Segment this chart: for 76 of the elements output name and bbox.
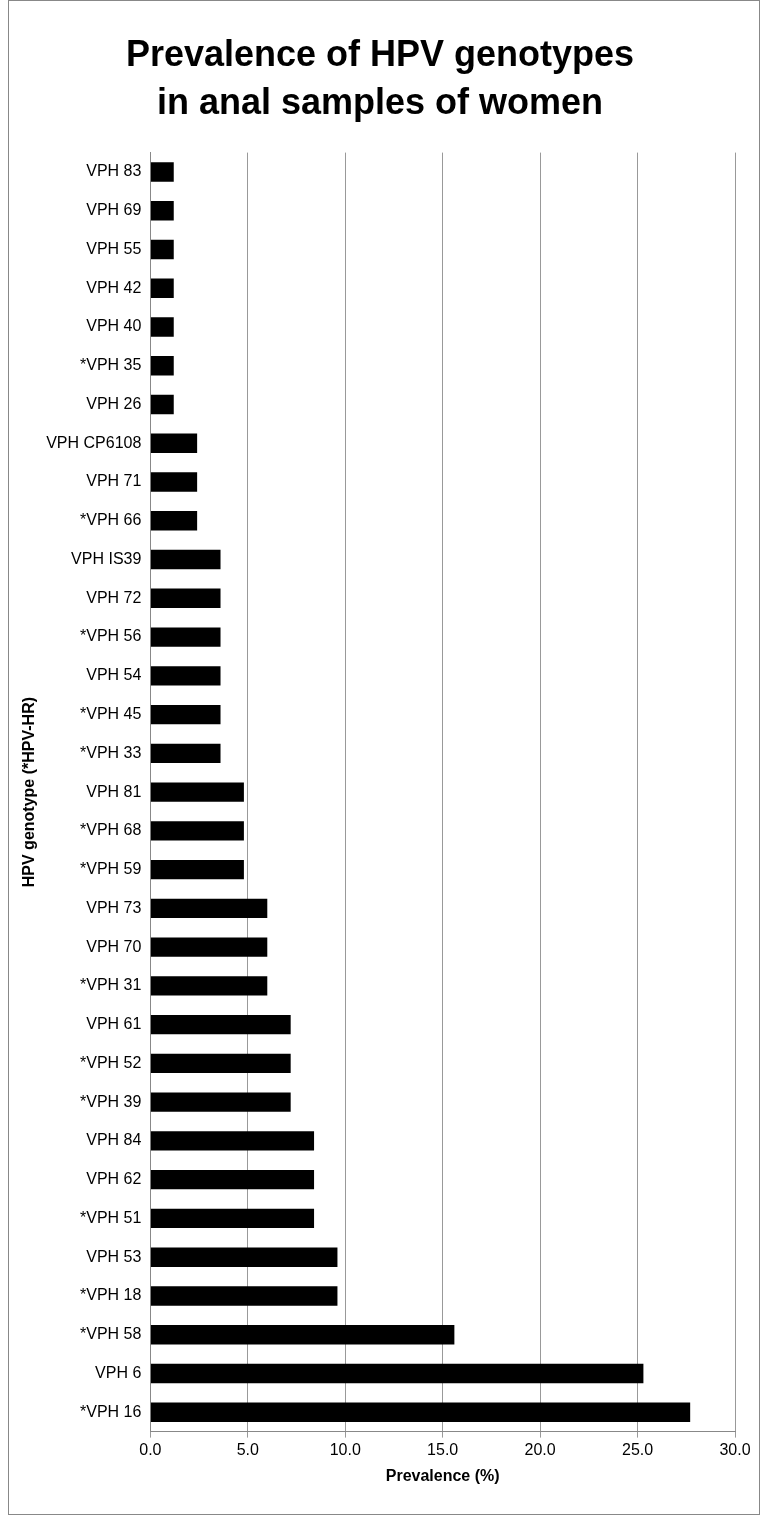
bar <box>150 898 268 919</box>
y-tick-label: VPH 83 <box>86 162 142 180</box>
y-tick-label: VPH 81 <box>86 782 142 800</box>
y-tick-label: VPH 55 <box>86 239 142 257</box>
y-tick-label: VPH 40 <box>86 317 142 335</box>
bar <box>150 976 268 996</box>
y-axis-title: HPV genotype (*HPV-HR) <box>20 696 38 888</box>
y-tick-label: VPH 72 <box>86 588 142 606</box>
bar <box>150 1363 644 1384</box>
bar <box>150 1169 315 1190</box>
y-tick-label: *VPH 51 <box>79 1208 142 1226</box>
y-tick-label: *VPH 66 <box>79 511 142 529</box>
y-tick-label: VPH 42 <box>86 278 142 296</box>
bar <box>150 1131 315 1151</box>
y-tick-label: *VPH 68 <box>79 821 142 839</box>
x-axis-title: Prevalence (%) <box>385 1466 500 1484</box>
y-tick-label: VPH 69 <box>86 201 142 219</box>
y-tick-label: *VPH 45 <box>79 704 142 722</box>
x-tick-label: 20.0 <box>524 1440 556 1458</box>
y-tick-label: *VPH 18 <box>79 1286 142 1304</box>
y-tick-label: *VPH 16 <box>79 1402 142 1420</box>
y-tick-label: VPH 62 <box>86 1170 142 1188</box>
bar <box>150 1092 291 1112</box>
y-tick-label: *VPH 58 <box>79 1325 142 1343</box>
y-tick-label: VPH 73 <box>86 898 142 916</box>
bar <box>150 549 221 570</box>
y-tick-label: *VPH 56 <box>79 627 142 645</box>
bar <box>150 821 244 841</box>
x-tick-label: 10.0 <box>329 1440 361 1458</box>
bar <box>150 1325 455 1345</box>
y-tick-label: *VPH 31 <box>79 976 142 994</box>
bar <box>150 394 174 415</box>
bar <box>150 704 221 725</box>
bar <box>150 743 221 764</box>
bar <box>150 356 174 376</box>
bar <box>150 588 221 608</box>
bar <box>150 239 174 260</box>
y-tick-label: VPH 6 <box>95 1363 142 1381</box>
bar <box>150 1247 338 1267</box>
bar <box>150 666 221 686</box>
bar <box>150 859 244 880</box>
bar <box>150 511 198 531</box>
y-tick-label: VPH 54 <box>86 666 142 684</box>
y-tick-label: VPH IS39 <box>71 549 142 567</box>
y-tick-label: VPH 61 <box>86 1015 142 1033</box>
y-tick-label: *VPH 39 <box>79 1092 142 1110</box>
bar <box>150 472 198 492</box>
y-tick-label: VPH 53 <box>86 1247 142 1265</box>
y-tick-label: VPH 70 <box>86 937 142 955</box>
x-tick-label: 15.0 <box>427 1440 459 1458</box>
chart-title: Prevalence of HPV genotypes in anal samples of women <box>124 32 636 124</box>
bar <box>150 201 174 221</box>
y-tick-label: VPH 84 <box>86 1131 142 1149</box>
bar <box>150 1053 291 1074</box>
bar <box>150 278 174 298</box>
x-tick-label: 5.0 <box>236 1440 260 1458</box>
bar <box>150 627 221 647</box>
y-tick-label: *VPH 52 <box>79 1053 142 1071</box>
bar <box>150 162 174 182</box>
bar <box>150 433 198 453</box>
bar <box>150 937 268 957</box>
bar <box>150 1014 291 1035</box>
y-tick-label: VPH CP6108 <box>46 433 142 451</box>
y-tick-label: VPH 71 <box>86 472 142 490</box>
bar <box>150 1286 338 1306</box>
x-tick-label: 30.0 <box>719 1440 751 1458</box>
x-tick-label: 25.0 <box>621 1440 654 1458</box>
y-tick-label: *VPH 35 <box>79 356 142 374</box>
y-tick-label: VPH 26 <box>86 394 142 412</box>
bar <box>150 782 244 802</box>
x-tick-label: 0.0 <box>139 1440 162 1458</box>
bar <box>150 1208 315 1229</box>
y-tick-label: *VPH 33 <box>79 743 142 761</box>
bar <box>150 1402 691 1422</box>
y-tick-label: *VPH 59 <box>79 860 142 878</box>
bar <box>150 317 174 337</box>
